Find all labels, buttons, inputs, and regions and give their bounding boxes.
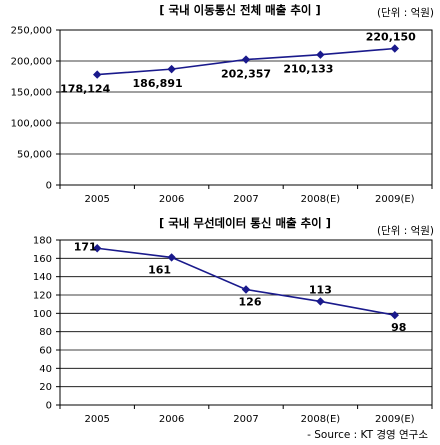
chart1-x-tick-label: 2007: [233, 194, 258, 205]
chart1-data-point: [93, 70, 102, 79]
chart1-x-tick-label: 2006: [159, 194, 184, 205]
chart2-data-label: 98: [391, 321, 406, 334]
chart2-plot: 0 20 40 60 80 100 120 140 160 180 2005 2006 2007 2008…: [33, 236, 433, 425]
source-note: - Source : KT 경영 연구소: [307, 428, 428, 441]
chart1-data-label: 178,124: [60, 83, 110, 96]
chart2-y-tick-label: 180: [33, 236, 52, 247]
chart1-plot: 0 50,000 100,000 150,000 200,000 250,000 2005 2…: [11, 26, 433, 205]
chart2-title: [ 국내 무선데이터 통신 매출 추이 ]: [159, 216, 331, 230]
chart2-y-tick-label: 60: [39, 346, 52, 357]
chart2-y-tick-label: 100: [33, 309, 52, 320]
chart1-unit-label: (단위 : 억원): [377, 6, 434, 19]
chart2-y-tick-label: 0: [46, 401, 52, 412]
chart2-x-tick-label: 2009(E): [375, 414, 415, 425]
chart2-y-tick-label: 20: [39, 382, 52, 393]
chart2-data-label: 113: [309, 283, 332, 296]
chart1-y-tick-label: 150,000: [11, 88, 52, 99]
chart1-data-label: 202,357: [221, 68, 271, 81]
chart1-x-tick-label: 2005: [84, 194, 109, 205]
chart2-x-tick-label: 2006: [159, 414, 184, 425]
chart2-x-tick-label: 2005: [84, 414, 109, 425]
chart1-title: [ 국내 이동통신 전체 매출 추이 ]: [159, 3, 321, 17]
chart1-data-point: [390, 44, 399, 53]
chart1-data-point: [241, 55, 251, 64]
chart1-x-tick-label: 2009(E): [375, 194, 415, 205]
chart1-y-tick-label: 0: [46, 181, 52, 192]
chart1-y-tick-label: 250,000: [11, 26, 52, 37]
chart2-data-point: [167, 253, 176, 262]
chart2-x-tick-label: 2007: [233, 414, 258, 425]
chart2-data-point: [316, 297, 325, 306]
chart1-y-tick-label: 100,000: [11, 119, 52, 130]
chart2-data-point: [390, 310, 399, 320]
chart2-y-tick-label: 120: [33, 291, 52, 302]
chart1-data-label: 186,891: [133, 77, 183, 90]
chart2-y-tick-label: 140: [33, 272, 52, 283]
chart1-x-tick-label: 2008(E): [301, 194, 341, 205]
chart2-x-tick-label: 2008(E): [301, 414, 341, 425]
chart2-data-label: 171: [74, 240, 97, 253]
chart1-data-label: 220,150: [366, 31, 416, 44]
chart1-data-point: [167, 64, 176, 74]
chart1-y-tick-label: 200,000: [11, 57, 52, 68]
chart2-data-point: [93, 244, 102, 253]
chart2-frame: [59, 239, 433, 406]
chart2-data-point: [241, 285, 251, 294]
chart1-data-point: [316, 50, 325, 59]
chart2-y-tick-label: 160: [33, 254, 52, 265]
chart2-data-label: 126: [239, 296, 262, 309]
chart2-y-tick-label: 80: [39, 327, 52, 338]
chart1-frame: [59, 29, 433, 186]
chart2-unit-label: (단위 : 억원): [377, 224, 434, 237]
chart2-data-label: 161: [148, 263, 171, 276]
chart1-y-tick-label: 50,000: [17, 150, 52, 161]
chart1-data-label: 210,133: [283, 63, 333, 76]
chart2-y-tick-label: 40: [39, 364, 52, 375]
